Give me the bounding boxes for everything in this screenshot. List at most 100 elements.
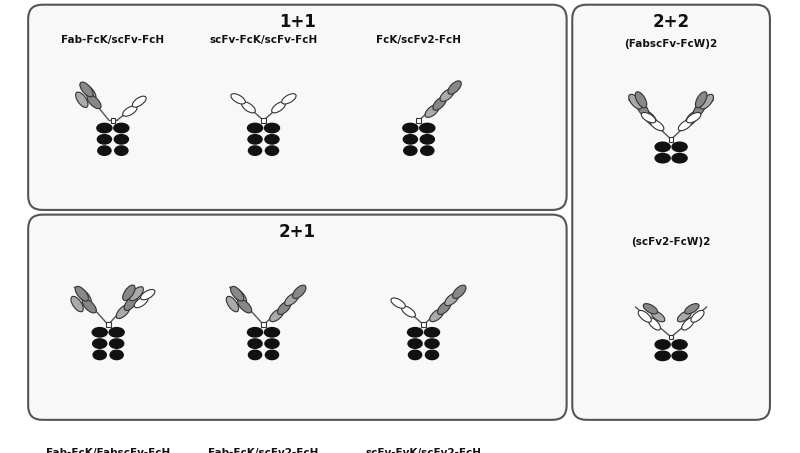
- Text: FcK/scFv2-FcH: FcK/scFv2-FcH: [376, 35, 462, 45]
- Text: (FabscFv-FcW)2: (FabscFv-FcW)2: [625, 39, 718, 49]
- Ellipse shape: [404, 146, 417, 155]
- Ellipse shape: [114, 135, 129, 144]
- Bar: [261, 323, 266, 327]
- Ellipse shape: [270, 309, 284, 322]
- Ellipse shape: [93, 339, 106, 348]
- Ellipse shape: [265, 123, 279, 133]
- Ellipse shape: [109, 328, 124, 337]
- Ellipse shape: [672, 340, 687, 349]
- Ellipse shape: [695, 92, 707, 108]
- Ellipse shape: [425, 328, 439, 337]
- Ellipse shape: [249, 146, 262, 155]
- Ellipse shape: [238, 299, 252, 313]
- Ellipse shape: [110, 350, 123, 360]
- Ellipse shape: [266, 146, 278, 155]
- Ellipse shape: [637, 101, 649, 117]
- Ellipse shape: [433, 97, 446, 110]
- Text: Fab-FcK/scFv2-FcH: Fab-FcK/scFv2-FcH: [208, 448, 318, 453]
- Bar: [421, 323, 426, 327]
- Bar: [110, 118, 115, 123]
- Ellipse shape: [402, 306, 415, 317]
- Ellipse shape: [92, 328, 107, 337]
- Ellipse shape: [248, 135, 262, 144]
- Bar: [669, 335, 674, 339]
- Ellipse shape: [445, 293, 459, 306]
- Ellipse shape: [285, 293, 298, 306]
- Ellipse shape: [448, 81, 462, 94]
- Bar: [669, 137, 674, 142]
- Ellipse shape: [453, 285, 466, 299]
- Bar: [261, 118, 266, 123]
- Ellipse shape: [116, 304, 130, 318]
- Ellipse shape: [648, 318, 661, 330]
- Ellipse shape: [644, 111, 657, 126]
- Ellipse shape: [247, 328, 262, 337]
- Ellipse shape: [430, 309, 444, 322]
- Ellipse shape: [124, 296, 138, 310]
- Ellipse shape: [409, 350, 422, 360]
- Ellipse shape: [141, 289, 155, 300]
- Ellipse shape: [282, 94, 296, 104]
- Ellipse shape: [421, 146, 434, 155]
- Ellipse shape: [438, 301, 451, 314]
- Ellipse shape: [122, 285, 135, 300]
- Ellipse shape: [635, 92, 646, 108]
- Ellipse shape: [672, 142, 687, 152]
- Text: scFv-FcK/scFv-FcH: scFv-FcK/scFv-FcH: [210, 35, 318, 45]
- Ellipse shape: [691, 310, 704, 322]
- Text: (scFv2-FcW)2: (scFv2-FcW)2: [631, 237, 711, 247]
- FancyBboxPatch shape: [28, 5, 566, 210]
- Ellipse shape: [440, 89, 454, 101]
- Ellipse shape: [655, 142, 670, 152]
- Ellipse shape: [265, 135, 279, 144]
- Ellipse shape: [391, 298, 406, 308]
- Ellipse shape: [265, 339, 279, 348]
- Text: 2+1: 2+1: [279, 222, 316, 241]
- Ellipse shape: [71, 296, 83, 312]
- Ellipse shape: [80, 82, 93, 97]
- Ellipse shape: [678, 311, 691, 322]
- Ellipse shape: [686, 112, 701, 123]
- Ellipse shape: [420, 123, 435, 133]
- Ellipse shape: [82, 85, 96, 100]
- Text: 2+2: 2+2: [653, 13, 690, 31]
- Ellipse shape: [265, 328, 279, 337]
- Ellipse shape: [629, 94, 642, 109]
- Ellipse shape: [682, 318, 694, 330]
- Ellipse shape: [425, 105, 439, 117]
- Ellipse shape: [425, 339, 439, 348]
- Text: 1+1: 1+1: [279, 13, 316, 31]
- Ellipse shape: [272, 102, 286, 113]
- Ellipse shape: [638, 310, 651, 322]
- Ellipse shape: [230, 286, 244, 301]
- Ellipse shape: [114, 146, 128, 155]
- FancyBboxPatch shape: [572, 5, 770, 420]
- Ellipse shape: [134, 297, 148, 308]
- Ellipse shape: [110, 339, 124, 348]
- Ellipse shape: [403, 123, 418, 133]
- Ellipse shape: [407, 328, 422, 337]
- Ellipse shape: [97, 123, 112, 133]
- Ellipse shape: [403, 135, 418, 144]
- Ellipse shape: [242, 102, 255, 113]
- Ellipse shape: [248, 339, 262, 348]
- Ellipse shape: [98, 146, 111, 155]
- Ellipse shape: [266, 350, 278, 360]
- Ellipse shape: [426, 350, 438, 360]
- Ellipse shape: [78, 289, 91, 304]
- Ellipse shape: [642, 112, 656, 123]
- Ellipse shape: [408, 339, 422, 348]
- Ellipse shape: [132, 96, 146, 107]
- Ellipse shape: [93, 350, 106, 360]
- Ellipse shape: [87, 95, 101, 109]
- Ellipse shape: [226, 296, 238, 312]
- Ellipse shape: [122, 106, 137, 116]
- Ellipse shape: [650, 120, 664, 131]
- Ellipse shape: [114, 123, 129, 133]
- Ellipse shape: [278, 301, 291, 314]
- Bar: [417, 118, 421, 123]
- Ellipse shape: [249, 350, 262, 360]
- Ellipse shape: [672, 351, 687, 361]
- Ellipse shape: [685, 304, 699, 314]
- Ellipse shape: [420, 135, 434, 144]
